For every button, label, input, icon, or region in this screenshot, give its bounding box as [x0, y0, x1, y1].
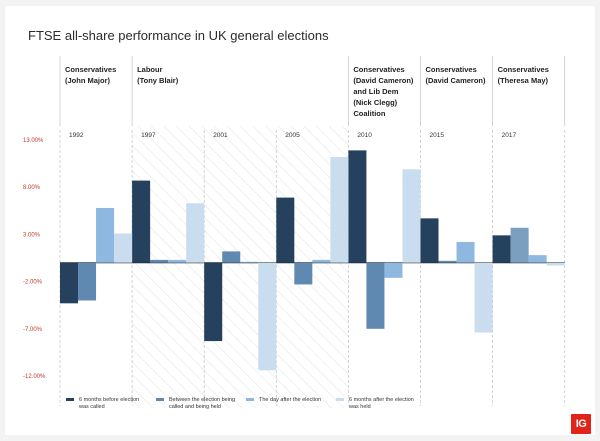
bar-2017-series2: [510, 227, 529, 263]
ig-logo: IG: [571, 414, 591, 434]
legend-swatch: [156, 398, 164, 401]
bar-2015-series2: [438, 260, 457, 263]
government-label: (John Major): [65, 76, 110, 85]
bar-2001-series1: [204, 262, 223, 342]
bar-2005-series3: [312, 259, 331, 263]
bar-1997-series3: [168, 259, 187, 263]
year-label: 2010: [357, 132, 372, 139]
y-tick-label: 13.00%: [23, 138, 44, 144]
year-label: 1992: [69, 132, 84, 139]
government-label: (Nick Clegg): [353, 98, 397, 107]
labour-hatch-band: [132, 126, 349, 408]
bar-2010-series1: [348, 150, 367, 263]
bar-2001-series4: [258, 262, 277, 371]
legend-label: 6 months after the election: [349, 397, 414, 403]
legend-label: was held: [348, 404, 371, 410]
bar-2005-series1: [276, 197, 295, 263]
government-label: Conservatives: [353, 65, 404, 74]
government-label: Conservatives: [65, 65, 116, 74]
legend-swatch: [336, 398, 344, 401]
year-label: 2005: [285, 132, 300, 139]
legend-label: was called: [78, 404, 105, 410]
government-label: Conservatives: [426, 65, 477, 74]
bar-2015-series3: [456, 241, 475, 263]
bar-2017-series3: [528, 255, 547, 263]
chart-card: FTSE all-share performance in UK general…: [5, 6, 595, 435]
legend-label: called and being held: [169, 404, 221, 410]
bar-1992-series4: [114, 233, 133, 263]
bar-2001-series3: [240, 261, 259, 263]
bar-2010-series3: [384, 262, 403, 278]
y-tick-label: -2.00%: [23, 280, 43, 286]
legend-swatch: [66, 398, 74, 401]
bar-2015-series1: [420, 218, 439, 263]
bar-2001-series2: [222, 251, 241, 263]
bar-1997-series1: [132, 180, 151, 263]
bar-2005-series2: [294, 262, 313, 285]
government-label: (Tony Blair): [137, 76, 179, 85]
bar-1992-series1: [60, 262, 79, 304]
bar-2017-series4: [546, 262, 565, 266]
bar-1992-series2: [78, 262, 97, 301]
government-label: Coalition: [353, 109, 385, 118]
government-label: (David Cameron): [353, 76, 414, 85]
y-tick-label: 8.00%: [23, 185, 41, 191]
legend-swatch: [246, 398, 254, 401]
year-label: 2001: [213, 132, 228, 139]
year-label: 2015: [430, 132, 445, 139]
bar-2017-series1: [492, 235, 511, 263]
bar-2005-series4: [330, 156, 349, 263]
bar-2010-series4: [402, 169, 421, 263]
legend-label: Between the election being: [169, 397, 235, 403]
y-tick-label: -12.00%: [23, 374, 46, 380]
government-label: Conservatives: [498, 65, 549, 74]
legend-label: 6 months before election: [79, 397, 139, 403]
bar-1997-series4: [186, 203, 205, 263]
legend-label: The day after the election: [259, 397, 321, 403]
government-label: (Theresa May): [498, 76, 549, 85]
bar-1992-series3: [96, 207, 115, 263]
government-label: and Lib Dem: [353, 87, 398, 96]
year-label: 1997: [141, 132, 156, 139]
year-label: 2017: [502, 132, 517, 139]
chart-svg: Conservatives (John Major) Labour (Tony Bla…: [23, 56, 566, 410]
bar-1997-series2: [150, 259, 169, 263]
y-tick-label: 3.00%: [23, 232, 41, 238]
chart-title: FTSE all-share performance in UK general…: [28, 28, 329, 43]
bar-2015-series4: [474, 262, 493, 333]
y-tick-label: -7.00%: [23, 327, 43, 333]
bar-2010-series2: [366, 262, 385, 329]
government-label: Labour: [137, 65, 162, 74]
government-label: (David Cameron): [426, 76, 487, 85]
